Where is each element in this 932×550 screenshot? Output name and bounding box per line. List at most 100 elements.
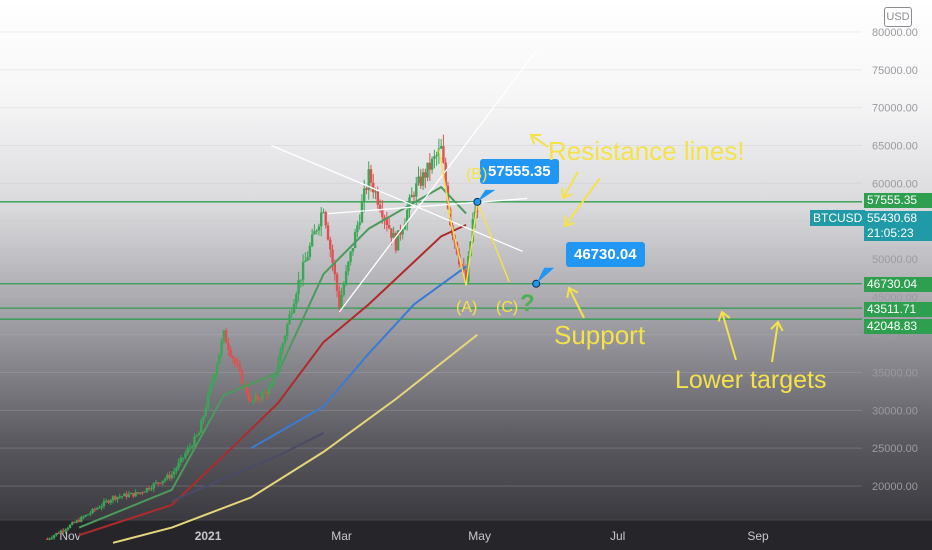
candle-body xyxy=(59,530,63,534)
candle-body xyxy=(387,224,391,229)
candle-body xyxy=(297,280,300,295)
candle-body xyxy=(66,528,69,530)
ticker-label: BTCUSD xyxy=(810,210,866,226)
y-tick-label: 80000.00 xyxy=(872,27,918,39)
candle-body xyxy=(435,155,438,157)
x-tick-label: Nov xyxy=(59,529,80,543)
candle-body xyxy=(181,457,185,459)
annotation-arrow-target-2-head xyxy=(770,320,784,332)
last-price-label: 55430.68 21:05:23 xyxy=(864,211,932,241)
candle-body xyxy=(351,247,355,252)
moving-average-line xyxy=(171,432,324,503)
candle-body xyxy=(57,532,60,534)
candle-body xyxy=(62,530,65,532)
candle-body xyxy=(326,225,330,240)
candle-body xyxy=(200,420,203,433)
candle-body xyxy=(401,229,404,235)
candle-body xyxy=(374,191,377,193)
candle-body xyxy=(299,279,303,281)
candle-body xyxy=(424,172,427,178)
candle-body xyxy=(372,182,375,193)
candle-body xyxy=(245,383,248,394)
annotation-arrow-2-head xyxy=(560,187,573,200)
level-label-42048: 42048.83 xyxy=(864,319,932,334)
y-tick-label: 35000.00 xyxy=(872,368,918,380)
candle-body xyxy=(93,508,97,510)
callout-46730[interactable]: 46730.04 xyxy=(566,242,645,267)
candle-body xyxy=(331,249,334,263)
candle-body xyxy=(166,474,169,479)
candle-body xyxy=(338,290,341,308)
candle-body xyxy=(252,400,255,402)
candle-body xyxy=(204,408,207,417)
annotation-arrow-target-1 xyxy=(721,311,737,361)
elliott-wave-lead xyxy=(438,149,451,214)
candle-body xyxy=(234,358,237,364)
candle-body xyxy=(163,478,167,481)
candle-body xyxy=(333,262,336,275)
level-label-57555: 57555.35 xyxy=(864,193,932,208)
candle-body xyxy=(141,492,144,494)
annotation-arrow-2 xyxy=(562,171,579,199)
candle-body xyxy=(295,294,298,305)
candle-body xyxy=(410,194,413,198)
candle-body xyxy=(254,395,257,401)
candle-body xyxy=(95,508,99,510)
level-label-43511: 43511.71 xyxy=(864,302,932,317)
candle-body xyxy=(415,183,418,197)
callout-pointer-57555 xyxy=(477,189,496,202)
candle-body xyxy=(270,384,273,388)
candle-body xyxy=(353,231,357,248)
y-tick-label: 25000.00 xyxy=(872,443,918,455)
candle-body xyxy=(143,491,146,493)
candle-body xyxy=(406,209,409,224)
trend-line xyxy=(338,50,537,313)
candle-body xyxy=(240,370,244,384)
candle-body xyxy=(148,487,151,490)
candle-body xyxy=(46,538,49,540)
trend-line xyxy=(271,144,523,253)
candle-body xyxy=(292,304,296,313)
candle-body xyxy=(347,261,350,272)
candle-body xyxy=(426,162,429,178)
candle-body xyxy=(385,219,389,225)
candle-body xyxy=(98,507,101,509)
candle-body xyxy=(211,380,214,386)
candle-body xyxy=(118,496,121,498)
candle-body xyxy=(89,512,92,515)
candle-body xyxy=(238,365,241,371)
candle-body xyxy=(403,223,407,230)
candle-body xyxy=(127,494,131,498)
annotation-lower-targets: Lower targets xyxy=(675,366,827,394)
candle-body xyxy=(433,156,436,159)
currency-badge[interactable]: USD xyxy=(884,7,912,27)
annotation-resistance: Resistance lines! xyxy=(548,136,745,166)
candle-body xyxy=(159,482,162,484)
annotation-arrow-3 xyxy=(564,177,601,227)
candle-body xyxy=(186,448,189,454)
moving-average-line xyxy=(250,265,467,450)
candle-body xyxy=(86,514,90,516)
candle-body xyxy=(313,231,316,235)
annotation-arrow-target-2 xyxy=(771,321,779,363)
candle-body xyxy=(419,176,422,186)
candle-body xyxy=(360,202,364,223)
y-tick-label: 50000.00 xyxy=(872,254,918,266)
candle-body xyxy=(286,324,289,337)
candle-body xyxy=(68,524,72,529)
callout-57555[interactable]: 57555.35 xyxy=(480,159,559,184)
candle-body xyxy=(365,188,368,190)
candle-body xyxy=(50,537,54,539)
candle-body xyxy=(317,226,321,231)
candle-body xyxy=(152,483,155,489)
candle-body xyxy=(231,356,235,359)
candle-body xyxy=(392,233,395,238)
y-tick-label: 60000.00 xyxy=(872,178,918,190)
candle-body xyxy=(430,158,434,170)
candle-body xyxy=(267,387,271,395)
candle-body xyxy=(439,146,443,149)
candle-body xyxy=(82,516,85,518)
candle-body xyxy=(168,474,171,479)
x-tick-label: May xyxy=(468,529,491,543)
